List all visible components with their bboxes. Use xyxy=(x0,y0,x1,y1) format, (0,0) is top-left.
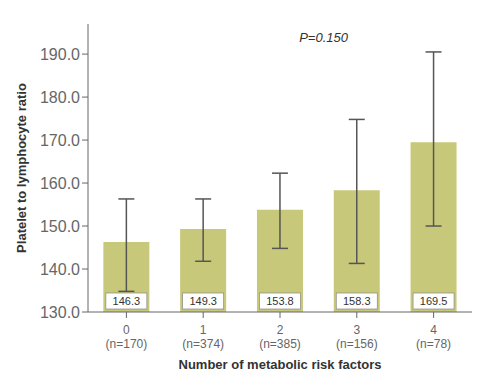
svg-text:2(n=385): 2(n=385) xyxy=(259,323,301,351)
svg-text:180.0: 180.0 xyxy=(40,89,80,106)
svg-text:3(n=156): 3(n=156) xyxy=(336,323,378,351)
svg-text:153.8: 153.8 xyxy=(266,295,294,307)
svg-text:4(n=78): 4(n=78) xyxy=(416,323,451,351)
svg-text:140.0: 140.0 xyxy=(40,261,80,278)
html-text:P=0.150: P=0.150 xyxy=(299,30,348,46)
svg-text:1(n=374): 1(n=374) xyxy=(182,323,224,351)
svg-text:Platelet to lymphocyte ratio: Platelet to lymphocyte ratio xyxy=(14,83,29,253)
svg-text:190.0: 190.0 xyxy=(40,46,80,63)
svg-text:160.0: 160.0 xyxy=(40,175,80,192)
svg-text:149.3: 149.3 xyxy=(189,295,217,307)
svg-text:150.0: 150.0 xyxy=(40,218,80,235)
svg-text:158.3: 158.3 xyxy=(343,295,371,307)
svg-text:146.3: 146.3 xyxy=(113,295,141,307)
svg-text:Number of metabolic risk facto: Number of metabolic risk factors xyxy=(179,357,382,372)
svg-text:170.0: 170.0 xyxy=(40,132,80,149)
svg-text:169.5: 169.5 xyxy=(420,295,448,307)
svg-text:0(n=170): 0(n=170) xyxy=(106,323,148,351)
svg-text:130.0: 130.0 xyxy=(40,304,80,321)
